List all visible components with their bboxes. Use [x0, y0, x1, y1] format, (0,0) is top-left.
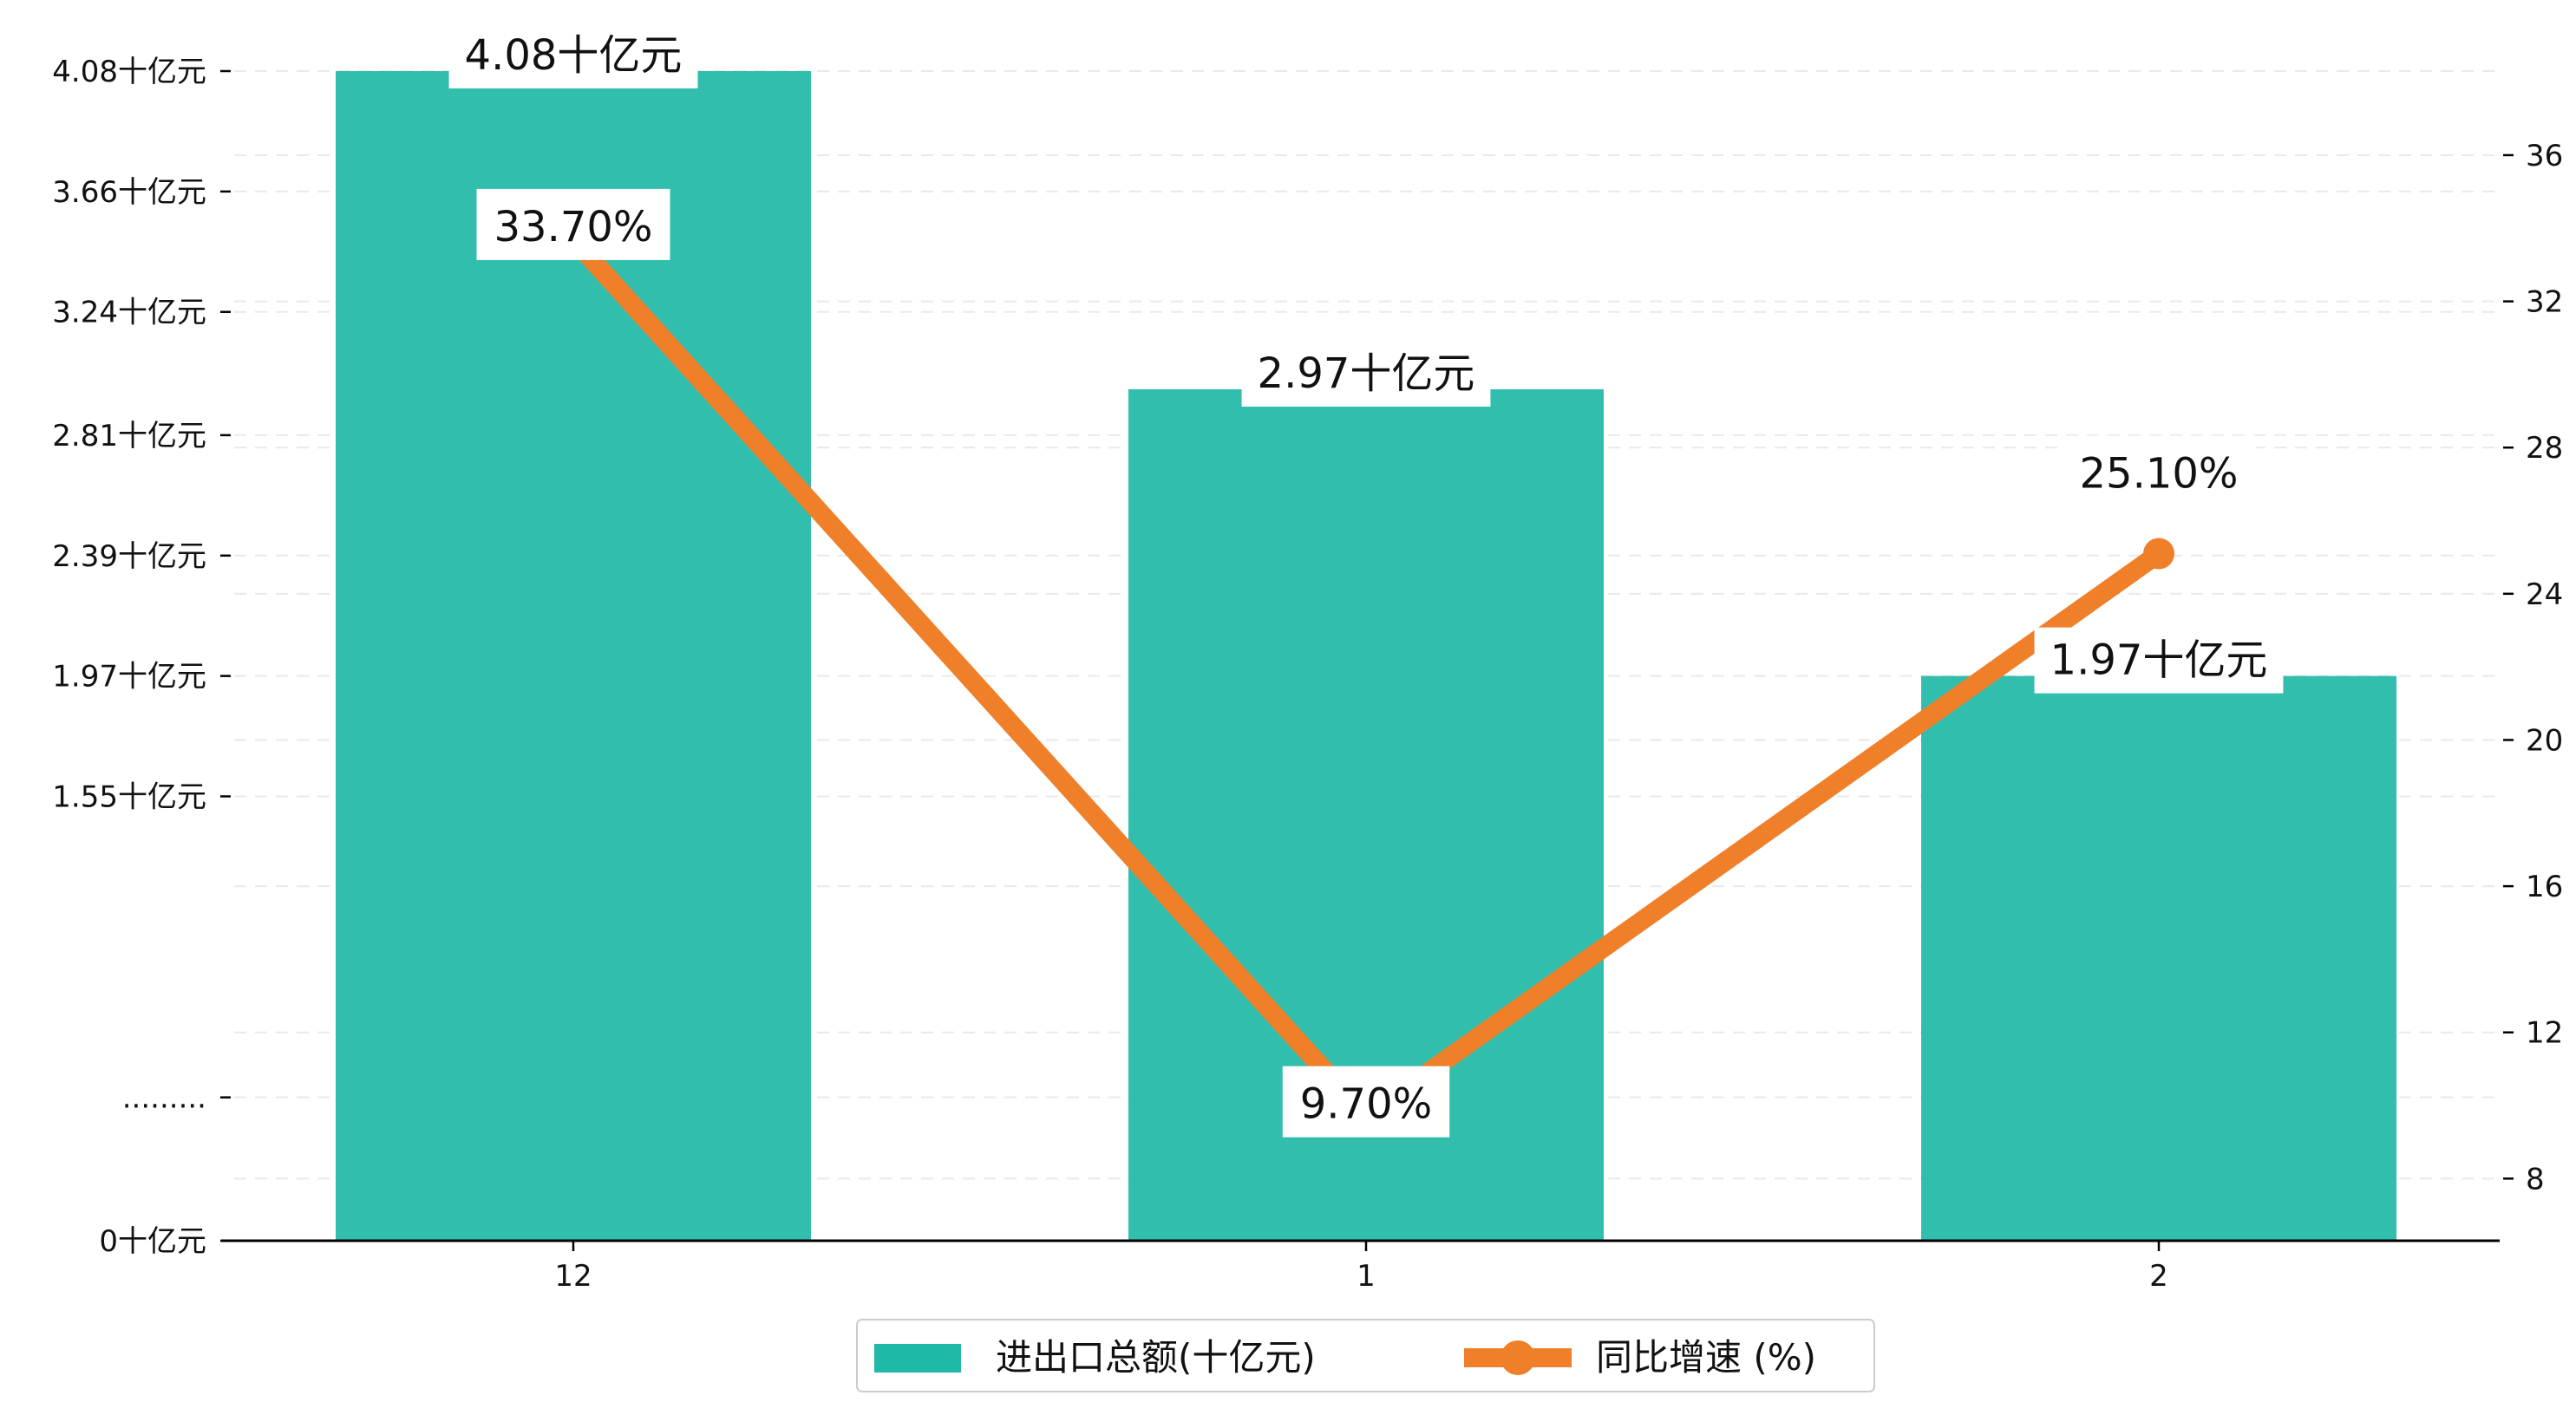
left-tick-label: 3.24十亿元 — [52, 296, 206, 330]
left-tick-label: 3.66十亿元 — [52, 175, 206, 210]
bar-value-label-1-box — [1241, 341, 1491, 408]
left-tick-label: 2.39十亿元 — [52, 539, 206, 574]
legend-bar-swatch — [874, 1344, 961, 1373]
bar-value-label-2-text: 1.97十亿元 — [2050, 636, 2268, 685]
right-tick-label: 28 — [2526, 431, 2563, 466]
legend-box — [856, 1319, 1875, 1392]
legend: 进出口总额(十亿元) 同比增速 (%) — [856, 1319, 1875, 1392]
legend-label-bar: 进出口总额(十亿元) — [996, 1336, 1316, 1379]
line-value-label-2: 25.10% — [2062, 435, 2256, 507]
bar-value-label-2: 1.97十亿元 — [2034, 627, 2284, 694]
line-value-label-12: 33.70% — [476, 188, 670, 260]
left-tick-label: 1.97十亿元 — [52, 660, 206, 694]
line-value-label-1: 9.70% — [1282, 1066, 1450, 1138]
line-value-label-2-text: 25.10% — [2079, 449, 2238, 498]
bar-value-label-12-text: 4.08十亿元 — [465, 31, 683, 80]
x-tick-label: 2 — [2149, 1259, 2168, 1294]
legend-line-marker — [1500, 1340, 1535, 1375]
right-tick-label: 16 — [2526, 870, 2563, 904]
right-tick-label: 24 — [2526, 577, 2563, 612]
bar-2 — [1921, 675, 2396, 1241]
bar-value-label-1: 2.97十亿元 — [1241, 341, 1491, 408]
right-tick-label: 32 — [2526, 285, 2563, 320]
line-value-label-12-box — [476, 188, 670, 260]
right-tick-label: 20 — [2526, 723, 2563, 758]
data-labels: 4.08十亿元 2.97十亿元 1.97十亿元 33.70% 9.70% 25.10% — [448, 23, 2284, 1138]
bar-value-label-12: 4.08十亿元 — [448, 23, 698, 88]
line-value-label-2-box — [2062, 435, 2256, 507]
line-value-label-1-text: 9.70% — [1300, 1080, 1432, 1129]
x-tick-label: 12 — [554, 1259, 592, 1294]
bar-value-label-2-box — [2034, 627, 2284, 694]
left-tick-label: 1.55十亿元 — [52, 780, 206, 815]
left-tick-label: 2.81十亿元 — [52, 419, 206, 453]
left-y-axis: 0十亿元......... 1.55十亿元 1.97十亿元 2.39十亿元 2.81十亿… — [52, 55, 231, 1259]
line-value-label-12-text: 33.70% — [494, 203, 652, 251]
legend-label-line: 同比增速 (%) — [1596, 1336, 1816, 1379]
bar-value-label-1-text: 2.97十亿元 — [1258, 349, 1475, 398]
bars — [336, 71, 2396, 1242]
bar-12 — [336, 71, 811, 1241]
right-tick-label: 8 — [2526, 1162, 2545, 1197]
x-tick-label: 1 — [1357, 1259, 1376, 1294]
x-axis-ticks: 12 1 2 — [554, 1241, 2168, 1294]
right-tick-label: 36 — [2526, 139, 2563, 173]
left-tick-label: 0十亿元 — [99, 1224, 206, 1259]
right-y-axis: 8 12 16 20 24 28 32 36 — [2503, 139, 2563, 1197]
bar-value-label-12-box — [448, 23, 698, 88]
left-tick-label: 4.08十亿元 — [52, 55, 206, 89]
growth-point-2 — [2143, 538, 2174, 570]
left-tick-label: ......... — [122, 1081, 206, 1116]
line-value-label-1-box — [1282, 1066, 1450, 1138]
right-tick-label: 12 — [2526, 1016, 2563, 1051]
